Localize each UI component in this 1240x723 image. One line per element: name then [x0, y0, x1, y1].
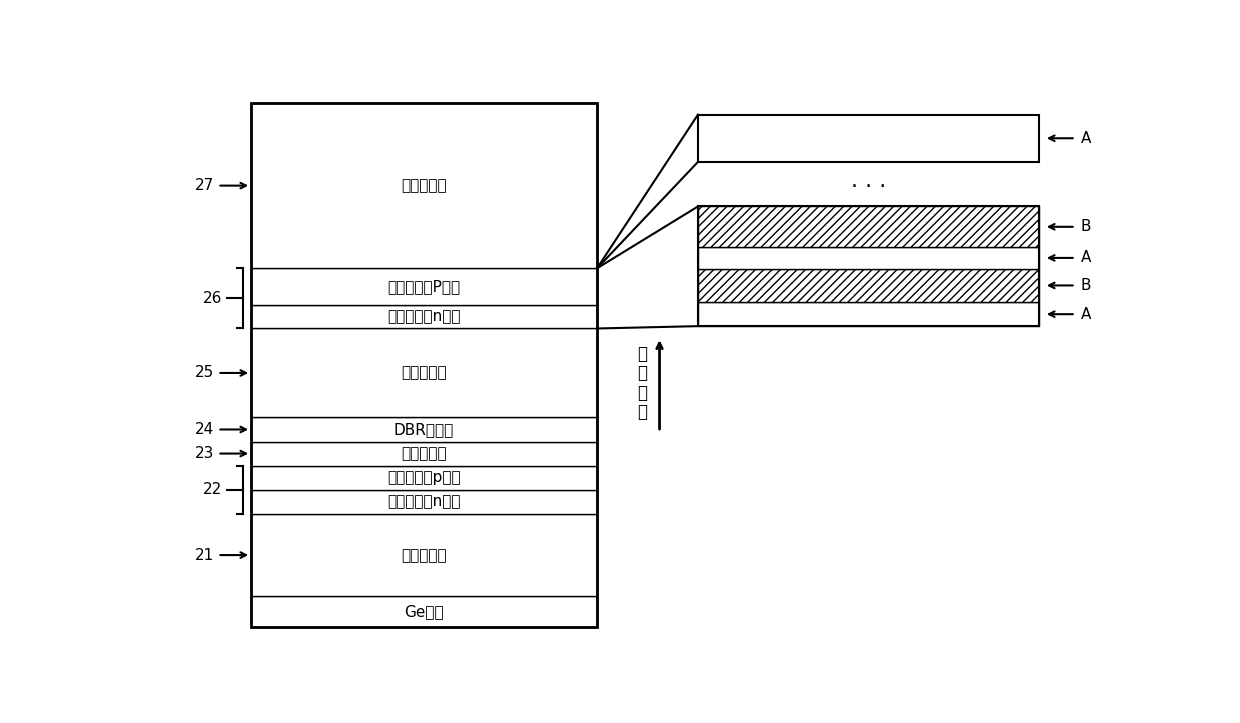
- Text: 第三子电池: 第三子电池: [402, 179, 446, 193]
- Text: 第一隧穿结n型层: 第一隧穿结n型层: [387, 495, 461, 510]
- Text: 第一隧穿结p型层: 第一隧穿结p型层: [387, 470, 461, 485]
- Text: 第二隧穿结P型层: 第二隧穿结P型层: [388, 279, 460, 294]
- Text: Ge衯底: Ge衯底: [404, 604, 444, 619]
- Bar: [250, 103, 596, 268]
- Text: A: A: [1080, 307, 1091, 322]
- Bar: [250, 466, 596, 489]
- Text: 长: 长: [637, 364, 647, 382]
- Text: 第一子电池: 第一子电池: [402, 548, 446, 562]
- Bar: [250, 328, 596, 417]
- Bar: [698, 302, 1039, 326]
- Text: 第二隧穿结n型层: 第二隧穿结n型层: [387, 309, 461, 324]
- Bar: [698, 269, 1039, 302]
- Text: DBR反射层: DBR反射层: [394, 422, 454, 437]
- Text: 25: 25: [196, 365, 215, 380]
- Bar: [698, 207, 1039, 326]
- Bar: [250, 268, 596, 305]
- Text: B: B: [1080, 219, 1091, 234]
- Text: 生: 生: [637, 345, 647, 363]
- Bar: [698, 114, 1039, 162]
- Text: 21: 21: [196, 547, 215, 562]
- Bar: [250, 417, 596, 442]
- Text: A: A: [1080, 250, 1091, 265]
- Text: 变质缓冲层: 变质缓冲层: [402, 446, 446, 461]
- Text: 方: 方: [637, 384, 647, 402]
- Text: · · ·: · · ·: [851, 177, 887, 197]
- Bar: [250, 305, 596, 328]
- Bar: [250, 596, 596, 627]
- Text: 向: 向: [637, 403, 647, 422]
- Text: 22: 22: [203, 482, 222, 497]
- Bar: [250, 489, 596, 514]
- Text: 26: 26: [203, 291, 222, 306]
- Text: 第二子电池: 第二子电池: [402, 365, 446, 380]
- Bar: [698, 247, 1039, 269]
- Text: 27: 27: [196, 178, 215, 193]
- Bar: [250, 442, 596, 466]
- Text: 24: 24: [196, 422, 215, 437]
- Text: B: B: [1080, 278, 1091, 293]
- Bar: [250, 514, 596, 596]
- Bar: [250, 103, 596, 627]
- Bar: [698, 207, 1039, 247]
- Text: A: A: [1080, 131, 1091, 146]
- Text: 23: 23: [195, 446, 215, 461]
